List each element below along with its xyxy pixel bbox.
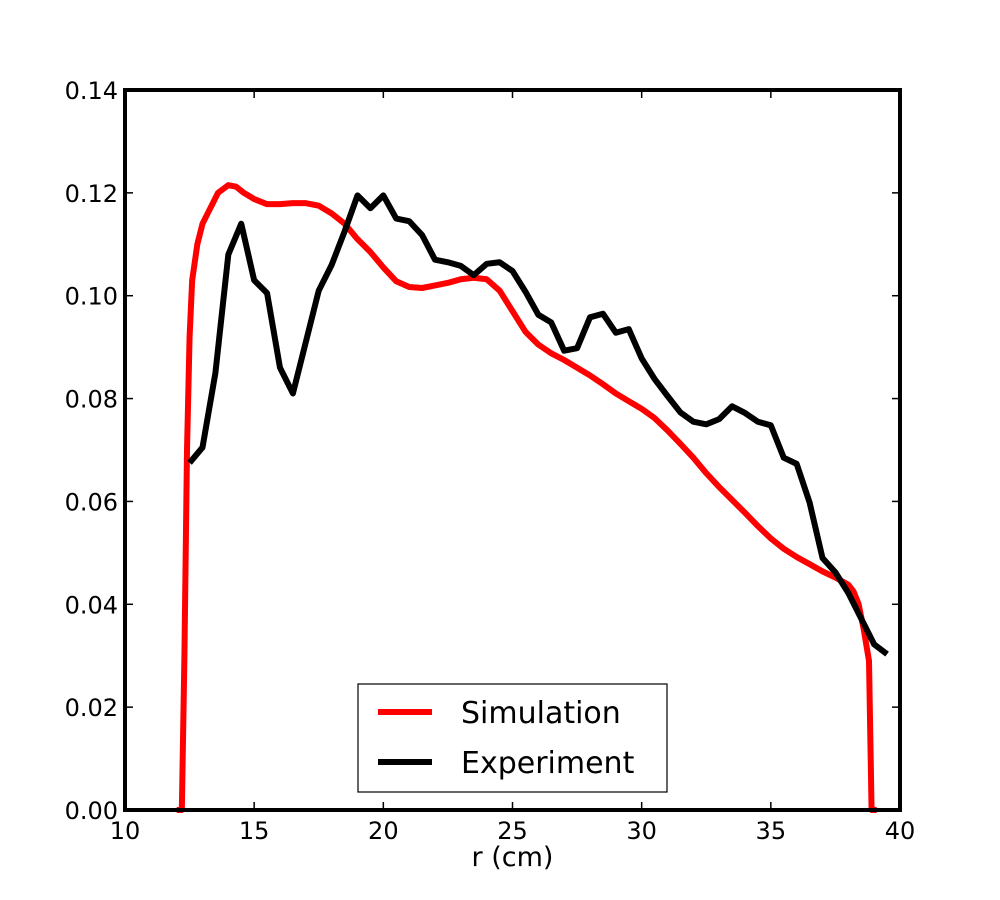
y-tick-label: 0.04: [65, 591, 118, 619]
x-tick-label: 15: [239, 817, 270, 845]
y-tick-label: 0.08: [65, 386, 118, 414]
series-line-experiment: [187, 192, 889, 657]
x-axis: 10 15 20 25 30 35 40: [110, 90, 916, 845]
y-tick-label: 0.02: [65, 694, 118, 722]
y-tick-label: 0.06: [65, 488, 118, 516]
x-tick-label: 25: [497, 817, 528, 845]
series-layer: [176, 182, 889, 813]
legend-box: [357, 683, 668, 793]
y-axis: 0.00 0.02 0.04 0.06 0.08 0.10 0.12 0.14: [65, 77, 900, 825]
x-tick-label: 10: [110, 817, 141, 845]
y-tick-label: 0.12: [65, 180, 118, 208]
x-tick-label: 40: [885, 817, 916, 845]
x-tick-label: 20: [368, 817, 399, 845]
x-tick-label: 35: [756, 817, 787, 845]
y-tick-label: 0.14: [65, 77, 118, 105]
y-tick-label: 0.10: [65, 283, 118, 311]
legend-label-simulation: Simulation: [461, 696, 621, 731]
series-line-simulation: [176, 182, 878, 813]
legend: Simulation Experiment: [357, 683, 668, 793]
x-axis-label: r (cm): [472, 842, 554, 873]
legend-label-experiment: Experiment: [461, 746, 635, 781]
x-tick-label: 30: [626, 817, 657, 845]
y-tick-label: 0.00: [65, 797, 118, 825]
